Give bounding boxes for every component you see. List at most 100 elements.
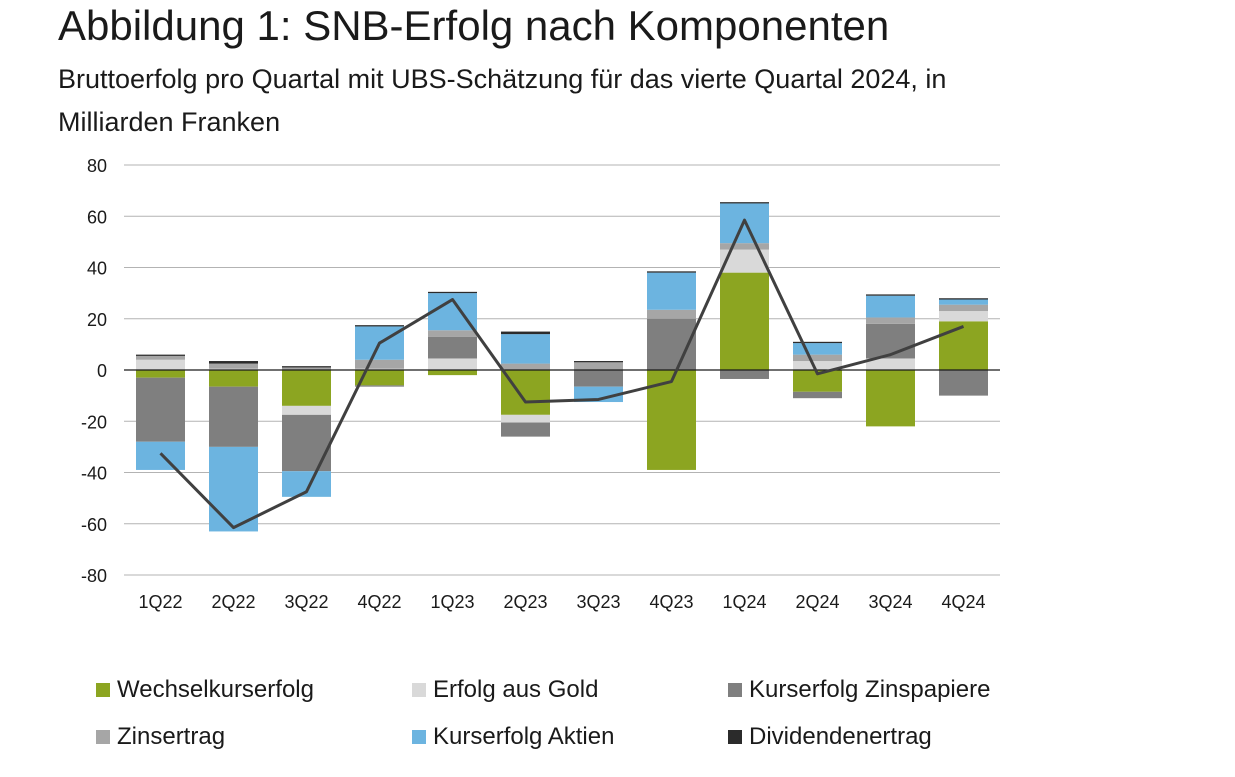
bar-segment bbox=[355, 385, 404, 387]
bar-segment bbox=[574, 362, 623, 370]
bar-segment bbox=[866, 294, 915, 296]
bar-segment bbox=[501, 363, 550, 370]
bar-segment bbox=[282, 366, 331, 368]
x-tick-label: 3Q22 bbox=[284, 592, 328, 612]
bar-segment bbox=[647, 309, 696, 319]
bar-segment bbox=[136, 377, 185, 442]
gridlines bbox=[124, 164, 1000, 576]
total-line-series bbox=[159, 218, 965, 530]
bar-segment bbox=[939, 321, 988, 370]
bar-segment bbox=[282, 405, 331, 415]
legend-swatch bbox=[728, 730, 742, 744]
bar-segment bbox=[428, 358, 477, 370]
chart-title: Abbildung 1: SNB-Erfolg nach Komponenten bbox=[58, 2, 890, 49]
legend-label: Kurserfolg Zinspapiere bbox=[749, 676, 991, 703]
bar-segment bbox=[355, 359, 404, 369]
bar-segment bbox=[647, 271, 696, 273]
bar-segment bbox=[720, 202, 769, 204]
x-tick-label: 4Q22 bbox=[357, 592, 401, 612]
y-tick-label: -60 bbox=[81, 515, 107, 535]
x-tick-label: 1Q22 bbox=[138, 592, 182, 612]
legend-swatch bbox=[412, 683, 426, 697]
x-tick-label: 2Q24 bbox=[795, 592, 839, 612]
y-tick-label: -20 bbox=[81, 412, 107, 432]
total-line bbox=[159, 218, 965, 530]
bars bbox=[136, 202, 988, 532]
bar-segment bbox=[793, 343, 842, 355]
legend-swatch bbox=[412, 730, 426, 744]
legend-label: Zinsertrag bbox=[117, 723, 226, 750]
bar-segment bbox=[866, 323, 915, 359]
bar-segment bbox=[720, 243, 769, 250]
x-tick-label: 1Q23 bbox=[430, 592, 474, 612]
bar-segment bbox=[355, 325, 404, 327]
bar-segment bbox=[501, 331, 550, 335]
legend-item: Dividendenertrag bbox=[728, 723, 932, 751]
bar-segment bbox=[939, 299, 988, 305]
bar-segment bbox=[939, 370, 988, 396]
legend-swatch bbox=[96, 730, 110, 744]
bar-segment bbox=[282, 370, 331, 406]
legend-label: Erfolg aus Gold bbox=[433, 676, 599, 703]
bar-segment bbox=[136, 355, 185, 360]
legend-label: Dividendenertrag bbox=[749, 723, 932, 750]
bar-segment bbox=[720, 272, 769, 370]
bar-segment bbox=[209, 363, 258, 369]
y-tick-label: 80 bbox=[87, 156, 107, 176]
y-tick-label: 40 bbox=[87, 259, 107, 279]
bar-segment bbox=[209, 386, 258, 447]
bar-segment bbox=[282, 367, 331, 370]
bar-segment bbox=[793, 341, 842, 344]
x-tick-label: 4Q24 bbox=[941, 592, 985, 612]
x-tick-label: 4Q23 bbox=[649, 592, 693, 612]
bar-segment bbox=[501, 334, 550, 364]
x-tick-label: 2Q23 bbox=[503, 592, 547, 612]
bar-segment bbox=[355, 368, 404, 370]
bar-segment bbox=[793, 391, 842, 399]
bar-segment bbox=[428, 291, 477, 294]
x-tick-label: 3Q23 bbox=[576, 592, 620, 612]
bar-segment bbox=[720, 370, 769, 379]
legend-label: Kurserfolg Aktien bbox=[433, 723, 615, 750]
legend-item: Wechselkurserfolg bbox=[96, 676, 314, 704]
legend-item: Kurserfolg Zinspapiere bbox=[728, 676, 990, 704]
y-tick-label: 20 bbox=[87, 310, 107, 330]
bar-segment bbox=[866, 358, 915, 370]
bar-segment bbox=[136, 359, 185, 370]
y-tick-label: 60 bbox=[87, 207, 107, 227]
y-tick-label: -40 bbox=[81, 464, 107, 484]
x-tick-label: 3Q24 bbox=[868, 592, 912, 612]
bar-segment bbox=[574, 370, 623, 387]
x-axis-ticks: 1Q22 2Q22 3Q22 4Q22 1Q23 2Q23 3Q23 4Q23 1Q24 2Q24… bbox=[138, 592, 985, 612]
legend-item: Kurserfolg Aktien bbox=[412, 723, 614, 751]
bar-segment bbox=[209, 446, 258, 532]
legend-item: Zinsertrag bbox=[96, 723, 225, 751]
bar-segment bbox=[866, 295, 915, 318]
legend-swatch bbox=[728, 683, 742, 697]
bar-segment bbox=[428, 336, 477, 359]
legend-item: Erfolg aus Gold bbox=[412, 676, 598, 704]
bar-segment bbox=[136, 441, 185, 470]
x-tick-label: 1Q24 bbox=[722, 592, 766, 612]
bar-segment bbox=[209, 361, 258, 364]
bar-segment bbox=[866, 370, 915, 427]
bar-segment bbox=[136, 354, 185, 356]
bar-segment bbox=[136, 370, 185, 378]
bar-segment bbox=[647, 272, 696, 310]
bar-segment bbox=[939, 304, 988, 312]
bar-segment bbox=[793, 370, 842, 392]
bar-segment bbox=[866, 317, 915, 324]
y-axis-ticks: 80 60 40 20 0 -20 -40 -60 -80 bbox=[81, 156, 107, 586]
y-tick-label: -80 bbox=[81, 566, 107, 586]
bar-segment bbox=[793, 361, 842, 370]
bar-segment bbox=[793, 354, 842, 362]
x-tick-label: 2Q22 bbox=[211, 592, 255, 612]
bar-segment bbox=[939, 298, 988, 300]
bar-segment bbox=[574, 361, 623, 363]
bar-segment bbox=[501, 422, 550, 437]
bar-segment bbox=[282, 414, 331, 472]
y-tick-label: 0 bbox=[97, 361, 107, 381]
legend-label: Wechselkurserfolg bbox=[117, 676, 314, 703]
chart-subtitle: Bruttoerfolg pro Quartal mit UBS-Schätzu… bbox=[58, 64, 947, 137]
